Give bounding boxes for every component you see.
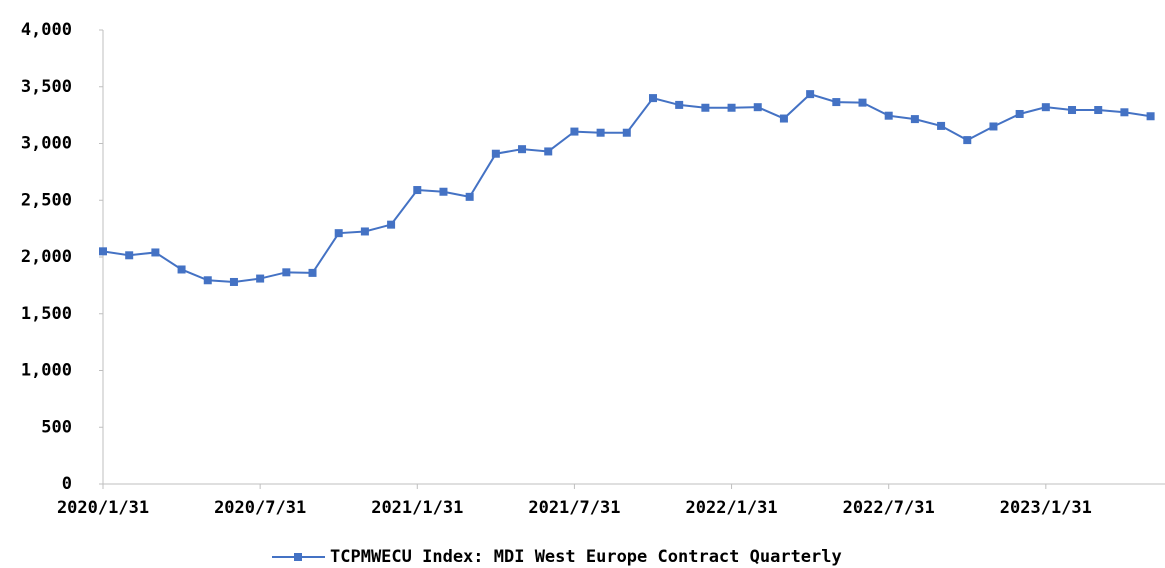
series-line xyxy=(102,93,1151,283)
point xyxy=(1015,109,1024,118)
y-tick-label: 2,000 xyxy=(21,247,72,267)
y-tick-label: 4,000 xyxy=(21,20,72,40)
point xyxy=(675,100,684,109)
point xyxy=(884,111,893,120)
point xyxy=(256,274,265,283)
x-tick-label: 2022/1/31 xyxy=(685,498,777,518)
point xyxy=(387,220,396,229)
x-tick-label: 2021/7/31 xyxy=(528,498,620,518)
point xyxy=(570,127,579,136)
point xyxy=(989,122,998,131)
point xyxy=(1120,108,1129,117)
point xyxy=(648,94,657,103)
point xyxy=(858,98,867,107)
point xyxy=(1068,106,1077,115)
point xyxy=(1041,103,1050,112)
point xyxy=(360,227,369,236)
y-tick-label: 2,500 xyxy=(21,190,72,210)
point xyxy=(177,265,186,274)
point xyxy=(1146,112,1155,121)
point xyxy=(282,268,291,277)
y-tick-label: 3,000 xyxy=(21,134,72,154)
y-tick-label: 1,500 xyxy=(21,304,72,324)
point xyxy=(544,147,553,156)
point xyxy=(937,121,946,130)
y-tick-label: 500 xyxy=(41,417,72,437)
point xyxy=(413,186,422,195)
y-tick-label: 3,500 xyxy=(21,77,72,97)
point xyxy=(596,128,605,137)
point xyxy=(701,103,710,112)
point xyxy=(334,229,343,238)
point xyxy=(151,248,160,257)
point xyxy=(806,90,815,99)
point xyxy=(308,268,317,277)
point xyxy=(491,149,500,158)
x-tick-label: 2023/1/31 xyxy=(1000,498,1092,518)
point xyxy=(910,115,919,124)
point xyxy=(439,187,448,196)
point xyxy=(727,103,736,112)
point xyxy=(753,103,762,112)
x-tick-label: 2021/1/31 xyxy=(371,498,463,518)
y-tick-label: 0 xyxy=(62,474,72,494)
point xyxy=(203,276,212,285)
point xyxy=(518,145,527,154)
x-tick-label: 2022/7/31 xyxy=(843,498,935,518)
x-tick-label: 2020/1/31 xyxy=(57,498,149,518)
point xyxy=(963,136,972,145)
x-tick-label: 2020/7/31 xyxy=(214,498,306,518)
y-tick-label: 1,000 xyxy=(21,361,72,381)
point xyxy=(779,114,788,123)
legend-marker xyxy=(294,553,302,561)
point xyxy=(229,277,238,286)
legend-label: TCPMWECU Index: MDI West Europe Contract… xyxy=(330,547,842,567)
point xyxy=(1094,106,1103,115)
point xyxy=(465,192,474,201)
point xyxy=(99,247,107,256)
point xyxy=(125,251,134,260)
point xyxy=(622,128,631,137)
point xyxy=(832,98,841,107)
